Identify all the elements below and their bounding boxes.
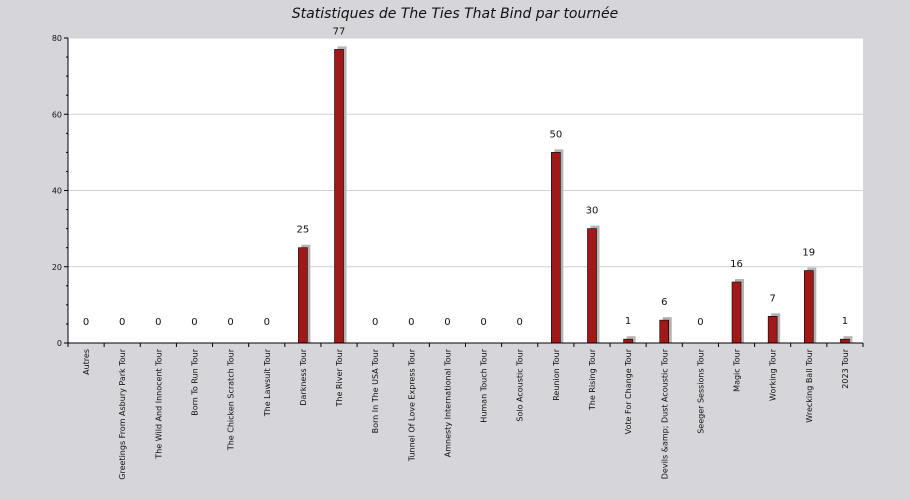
- x-tick-label: Greetings From Asbury Park Tour: [118, 348, 127, 479]
- bar: [551, 152, 561, 344]
- data-label: 0: [517, 317, 523, 328]
- data-label: 50: [549, 129, 562, 140]
- y-tick-label: 20: [52, 263, 62, 272]
- data-label: 0: [83, 317, 89, 328]
- x-tick-label: Vote For Change Tour: [624, 348, 633, 434]
- x-tick-label: 2023 Tour: [841, 348, 850, 388]
- chart-title: Statistiques de The Ties That Bind par t…: [291, 6, 619, 22]
- y-tick-label: 80: [52, 34, 62, 43]
- x-tick-label: Devils &amp; Dust Acoustic Tour: [660, 348, 669, 479]
- bar: [334, 49, 344, 344]
- x-tick-label: Solo Acoustic Tour: [516, 348, 525, 421]
- x-tick-label: Born To Run Tour: [190, 348, 199, 415]
- data-label: 1: [625, 316, 631, 327]
- x-tick-label: Wrecking Ball Tour: [805, 348, 814, 422]
- x-tick-label: The Wild And Innocent Tour: [154, 348, 163, 459]
- data-label: 0: [372, 317, 378, 328]
- x-tick-label: Tunnel Of Love Express Tour: [407, 348, 416, 462]
- x-tick-label: The Rising Tour: [588, 348, 597, 411]
- bar: [587, 228, 597, 344]
- x-tick-label: Autres: [82, 349, 91, 375]
- data-label: 77: [333, 26, 346, 37]
- data-label: 30: [586, 206, 599, 217]
- bar: [623, 338, 633, 344]
- x-tick-label: Working Tour: [769, 348, 778, 401]
- x-tick-label: The Chicken Scratch Tour: [227, 348, 236, 451]
- axes: [64, 37, 864, 347]
- x-tick-label: Human Touch Tour: [480, 348, 489, 422]
- data-label: 0: [408, 317, 414, 328]
- data-label: 0: [191, 317, 197, 328]
- x-tick-label: Seeger Sessions Tour: [696, 348, 705, 433]
- y-tick-label: 40: [52, 187, 62, 196]
- data-label: 25: [297, 225, 310, 236]
- x-tick-label: Darkness Tour: [299, 348, 308, 405]
- y-tick-label: 0: [57, 339, 62, 348]
- data-label: 0: [480, 317, 486, 328]
- bar: [767, 316, 778, 344]
- bar: [803, 270, 814, 344]
- data-label: 16: [730, 259, 743, 270]
- data-label: 0: [444, 317, 450, 328]
- bar: [731, 281, 742, 344]
- data-label: 0: [264, 317, 270, 328]
- x-tick-label: The River Tour: [335, 348, 344, 407]
- data-label: 19: [802, 248, 815, 259]
- y-tick-label: 60: [52, 110, 62, 119]
- x-tick-label: Magic Tour: [733, 348, 742, 392]
- x-tick-label: Amnesty International Tour: [443, 348, 452, 457]
- data-label: 0: [697, 317, 703, 328]
- grid-lines: [68, 37, 863, 268]
- data-label: 6: [661, 297, 667, 308]
- bar: [840, 338, 850, 344]
- data-label: 7: [769, 293, 775, 304]
- data-label: 0: [227, 317, 233, 328]
- x-tick-label: Born In The USA Tour: [371, 348, 380, 433]
- bar: [298, 247, 308, 344]
- x-tick-label: The Lawsuit Tour: [263, 348, 272, 417]
- data-label: 0: [155, 317, 161, 328]
- data-label: 1: [842, 316, 848, 327]
- x-tick-label: Reunion Tour: [552, 348, 561, 400]
- data-label: 0: [119, 317, 125, 328]
- bar: [659, 319, 670, 344]
